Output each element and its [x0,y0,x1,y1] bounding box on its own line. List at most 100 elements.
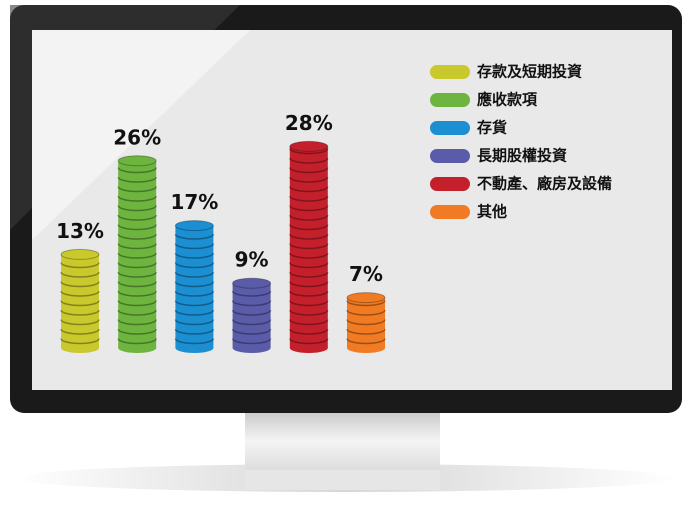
value-label: 17% [170,190,218,214]
coin-edge [346,338,386,345]
coin-edge [289,328,329,335]
legend-swatch [430,93,470,107]
coin-edge [289,167,329,174]
coin-edge [117,167,157,174]
stack-top [60,248,100,260]
coin-edge [346,300,386,307]
legend-label: 不動產、廠房及設備 [477,175,612,193]
coin-edge [289,300,329,307]
coin-stack [61,254,99,348]
legend-label: 存款及短期投資 [477,63,582,81]
coin-edge [231,309,272,316]
coin-edge [117,233,157,240]
coin-edge [289,281,329,288]
coin-edge [289,233,329,240]
coin-edge [346,309,386,316]
plot: 13% 26% 17% 9% 28% 7% 存款及短期投資應收款項存貨長期股權投資不動產、廠… [56,63,612,353]
coin-stack [232,283,271,348]
coin-edge [117,195,157,202]
coin-edge [117,338,157,345]
legend-swatch [430,149,470,163]
coin-edge [174,290,215,297]
legend-swatch [430,205,470,219]
coin-edge [117,328,157,335]
coin-edge [117,319,157,326]
coin-edge [60,319,100,326]
coin-edge [117,309,157,316]
coin-edge [60,328,100,335]
legend-label: 其他 [477,203,507,221]
coin-edge [174,328,215,335]
value-label: 28% [285,111,333,135]
coin-edge [117,224,157,231]
coin-edge [289,319,329,326]
coin-edge [117,176,157,183]
coin-edge [117,262,157,269]
coin-edge [117,205,157,212]
coin-edge [289,176,329,183]
coin-edge [60,338,100,345]
coin-edge [60,309,100,316]
coin-edge [289,243,329,250]
coin-edge [289,290,329,297]
stack-top [117,155,157,167]
coin-edge [289,157,329,164]
coin-edge [60,281,100,288]
coin-edge [174,319,215,326]
coin-edge [289,195,329,202]
coin-edge [174,338,215,345]
coin-edge [289,252,329,259]
coin-edge [289,205,329,212]
stack-top [346,292,386,304]
coin-edge [289,338,329,345]
stand-foot [245,470,440,490]
coin-edge [60,271,100,278]
coin-edge [60,262,100,269]
coin-edge [231,338,272,345]
legend-swatch [430,121,470,135]
coin-edge [174,300,215,307]
value-label: 26% [113,125,161,149]
coin-edge [231,290,272,297]
coin-edge [289,186,329,193]
coin-edge [174,309,215,316]
coin-edge [174,281,215,288]
coin-stack [118,160,157,348]
coin-edge [174,271,215,278]
stack-top [289,140,329,152]
legend-swatch [430,65,470,79]
coin-edge [117,243,157,250]
coin-edge [117,281,157,288]
coin-edge [231,319,272,326]
stack-top [174,220,214,232]
coin-edge [117,252,157,259]
coin-edge [117,271,157,278]
value-label: 13% [56,219,104,243]
coin-edge [117,186,157,193]
screen-glare [32,30,250,240]
coin-edge [60,290,100,297]
coin-edge [174,262,215,269]
coin-edge [289,309,329,316]
coin-stack [347,297,385,348]
coin-edge [231,300,272,307]
coin-edge [289,271,329,278]
coin-edge [117,290,157,297]
value-label: 7% [349,262,383,286]
coin-edge [117,300,157,307]
legend-label: 存貨 [477,119,507,137]
coin-edge [289,148,329,155]
coin-stack [289,146,328,348]
coin-edge [60,300,100,307]
legend-label: 應收款項 [477,91,538,109]
stand [245,410,440,472]
coin-stack [175,225,214,348]
coin-edge [174,243,215,250]
coin-edge [231,328,272,335]
stack-top [232,277,272,289]
coin-edge [289,262,329,269]
coin-edge [174,252,215,259]
coin-edge [289,224,329,231]
legend-swatch [430,177,470,191]
